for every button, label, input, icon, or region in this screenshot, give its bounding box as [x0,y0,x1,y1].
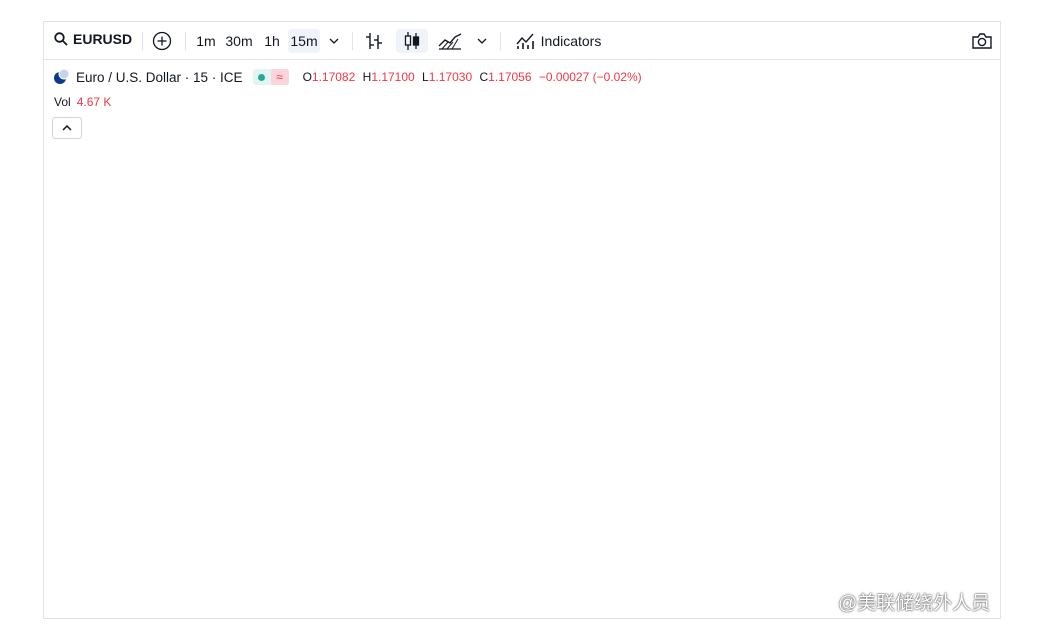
ohlc-values: O1.17082 H1.17100 L1.17030 C1.17056 −0.0… [302,70,642,84]
compare-symbol-button[interactable] [150,29,174,53]
chart-frame: EURUSD 1m 30m 1h 15m Indicators [43,21,1001,619]
volume-legend: Vol 4.67 K [54,95,111,109]
eur-flag-icon [54,68,70,84]
top-toolbar: EURUSD 1m 30m 1h 15m Indicators [44,22,1000,60]
plus-circle-icon [152,31,172,51]
symbol-search[interactable]: EURUSD [54,31,132,47]
area-chart-icon [438,33,462,50]
screenshot-button[interactable] [968,29,996,53]
indicators-label: Indicators [540,33,602,49]
interval-dropdown-button[interactable] [324,29,344,53]
volume-label: Vol [54,95,71,109]
indicators-button[interactable]: Indicators [510,29,606,53]
symbol-label: EURUSD [73,31,133,47]
area-style-button[interactable] [436,29,464,53]
watermark: @美联储绕外人员 [838,593,991,614]
chevron-down-icon [477,38,487,44]
symbol-title: Euro / U.S. Dollar · 15 · ICE [76,69,243,85]
interval-30m-button[interactable]: 30m [225,33,253,49]
bars-icon [366,33,382,49]
symbol-legend: Euro / U.S. Dollar · 15 · ICE ≈ O1.17082… [52,68,642,86]
candles-style-button[interactable] [396,29,428,53]
volume-value: 4.67 K [76,95,112,109]
chevron-up-icon [62,125,72,131]
market-status-badge[interactable]: ≈ [252,69,289,85]
interval-1m-button[interactable]: 1m [196,33,216,49]
chevron-down-icon [329,38,339,44]
collapse-legend-button[interactable] [52,117,82,139]
bar-style-button[interactable] [360,29,388,53]
camera-icon [972,33,992,49]
interval-1h-button[interactable]: 1h [264,33,280,49]
search-icon [54,32,68,46]
interval-15m-button[interactable]: 15m [288,29,320,53]
indicators-icon [516,33,534,49]
chart-type-dropdown-button[interactable] [472,29,492,53]
wave-icon: ≈ [270,69,289,85]
market-open-dot-icon [257,73,265,81]
candles-icon [404,32,420,50]
